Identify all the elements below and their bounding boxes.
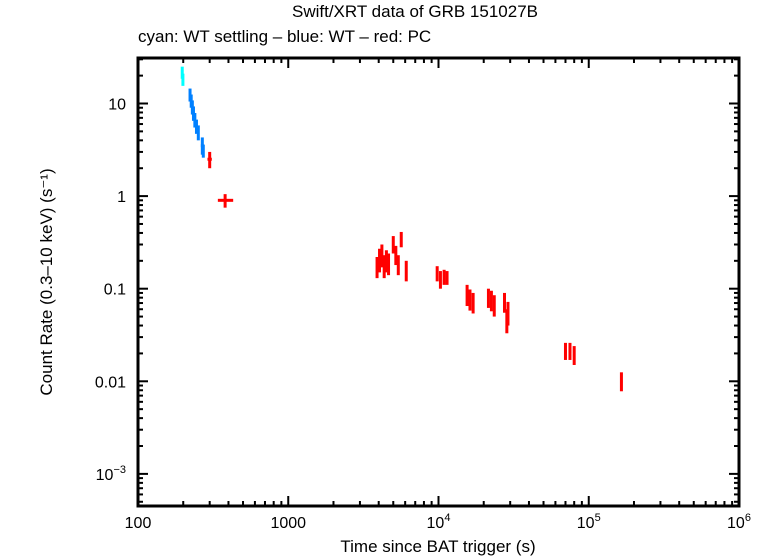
data-point	[442, 269, 446, 285]
y-tick-label: 1	[117, 189, 126, 206]
data-point	[207, 151, 212, 169]
data-point	[572, 346, 576, 365]
chart-subtitle: cyan: WT settling – blue: WT – red: PC	[138, 27, 431, 46]
data-point	[375, 256, 379, 279]
x-tick-label: 100	[125, 515, 152, 532]
series-wt-settling	[180, 66, 185, 86]
data-point	[394, 245, 398, 266]
data-point	[492, 295, 496, 317]
data-point	[181, 73, 185, 86]
x-tick-label-exponent: 4	[444, 512, 450, 524]
data-point	[486, 288, 490, 308]
data-point	[568, 342, 572, 360]
data-point	[196, 125, 200, 141]
data-point	[445, 271, 449, 285]
data-point	[378, 248, 382, 273]
plot-frame	[136, 56, 741, 508]
data-point	[201, 144, 205, 158]
data-point	[217, 194, 234, 208]
chart-title: Swift/XRT data of GRB 151027B	[292, 2, 538, 21]
data-point	[503, 292, 507, 313]
x-tick-label: 105	[577, 512, 601, 532]
data-point	[435, 266, 439, 282]
data-point	[468, 289, 472, 311]
data-point	[384, 250, 388, 273]
data-point	[382, 255, 386, 279]
data-point	[471, 292, 475, 314]
data-point	[399, 231, 403, 248]
data-point	[396, 255, 400, 276]
x-axis-label: Time since BAT trigger (s)	[340, 537, 535, 556]
data-point	[380, 244, 384, 268]
x-tick-label: 1000	[270, 515, 306, 532]
y-tick-label: 10−3	[96, 464, 126, 484]
x-tick-label: 104	[427, 512, 451, 532]
y-tick-label: 0.01	[95, 374, 126, 391]
series-pc	[207, 151, 623, 392]
tick-labels-layer: 100 1000 104 105 106 10 1 0.1 0.01 10−3	[95, 96, 751, 532]
data-point	[391, 236, 395, 254]
x-tick-label-exponent: 5	[595, 512, 601, 524]
data-point	[438, 271, 442, 289]
y-tick-label-exponent: −3	[113, 464, 126, 476]
data-point	[619, 372, 623, 392]
x-tick-label-exponent: 6	[745, 512, 751, 524]
x-tick-label: 106	[727, 512, 751, 532]
data-layer	[180, 66, 623, 392]
y-tick-label: 0.1	[104, 282, 126, 299]
data-point	[506, 301, 510, 326]
data-point	[404, 260, 408, 282]
y-axis-label: Count Rate (0.3–10 keV) (s⁻¹)	[37, 168, 56, 395]
series-wt	[188, 88, 205, 158]
data-point	[387, 253, 391, 276]
data-point	[489, 290, 493, 312]
ticks-layer	[137, 58, 739, 506]
data-point	[465, 284, 469, 307]
y-tick-label: 10	[108, 96, 126, 113]
data-point	[563, 342, 567, 360]
